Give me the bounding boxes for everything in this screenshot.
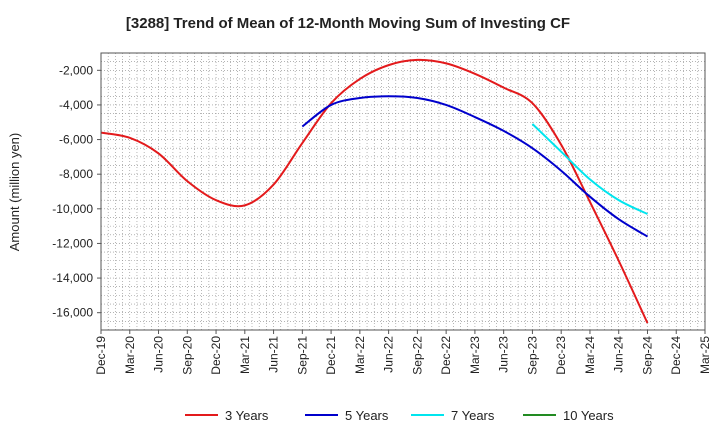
y-tick-label: -8,000: [59, 167, 93, 181]
grid: [101, 53, 705, 330]
x-axis-ticks: Dec-19 Mar-20 Jun-20 Sep-20 Dec-20 Mar-21 Jun-…: [94, 330, 712, 375]
x-tick-label: Jun-21: [267, 336, 281, 373]
x-tick-label: Mar-21: [238, 336, 252, 374]
y-tick-label: -4,000: [59, 98, 93, 112]
legend-label-10-years: 10 Years: [563, 408, 614, 423]
plot-frame: [100, 52, 706, 331]
x-tick-label: Sep-20: [180, 336, 194, 375]
x-tick-label: Jun-20: [152, 336, 166, 373]
x-tick-label: Sep-22: [410, 336, 424, 375]
x-tick-label: Jun-22: [382, 336, 396, 373]
x-tick-label: Mar-20: [123, 336, 137, 374]
y-tick-label: -2,000: [59, 63, 93, 77]
series-line-5-years: [301, 95, 648, 238]
x-tick-label: Dec-21: [324, 336, 338, 375]
x-tick-label: Sep-23: [525, 336, 539, 375]
x-tick-label: Dec-22: [439, 336, 453, 375]
x-tick-label: Sep-21: [295, 336, 309, 375]
y-tick-label: -10,000: [52, 202, 93, 216]
legend-label-5-years: 5 Years: [345, 408, 389, 423]
x-tick-label: Jun-24: [612, 336, 626, 373]
y-tick-label: -14,000: [52, 271, 93, 285]
x-tick-label: Mar-23: [468, 336, 482, 374]
y-axis-ticks: -2,000 -4,000 -6,000 -8,000 -10,000 -12,000 -1…: [52, 63, 101, 320]
x-tick-label: Dec-23: [554, 336, 568, 375]
y-tick-label: -16,000: [52, 306, 93, 320]
series-lines: [100, 58, 649, 324]
x-tick-label: Sep-24: [640, 336, 654, 375]
series-line-7-years: [531, 123, 648, 215]
y-tick-label: -6,000: [59, 133, 93, 147]
y-tick-label: -12,000: [52, 236, 93, 250]
series-line-3-years: [100, 58, 649, 324]
x-tick-label: Mar-24: [583, 336, 597, 374]
x-tick-label: Jun-23: [497, 336, 511, 373]
x-tick-label: Dec-24: [669, 336, 683, 375]
x-tick-label: Mar-25: [698, 336, 712, 374]
x-tick-label: Dec-19: [94, 336, 108, 375]
legend-label-3-years: 3 Years: [225, 408, 269, 423]
y-axis-label: Amount (million yen): [7, 133, 22, 252]
x-tick-label: Dec-20: [209, 336, 223, 375]
x-tick-label: Mar-22: [353, 336, 367, 374]
chart-title: [3288] Trend of Mean of 12-Month Moving …: [126, 15, 570, 32]
legend: 3 Years 5 Years 7 Years 10 Years: [185, 408, 614, 423]
legend-label-7-years: 7 Years: [451, 408, 495, 423]
